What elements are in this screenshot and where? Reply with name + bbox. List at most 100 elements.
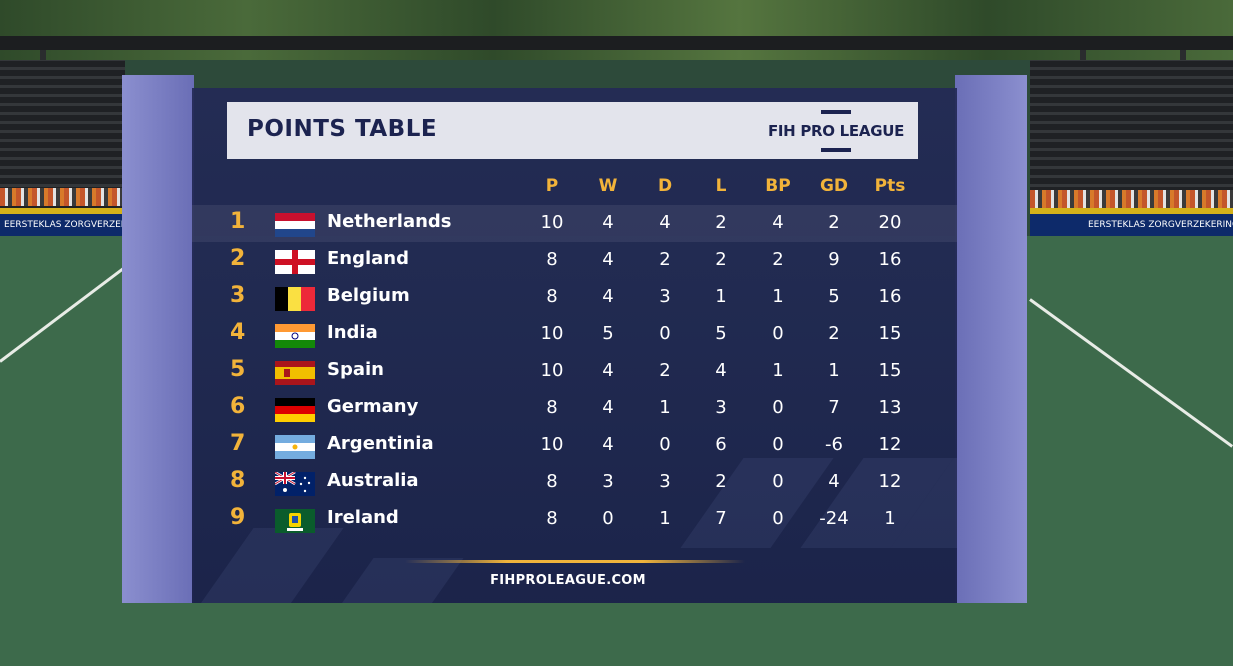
table-row: 1 Netherlands 10 4 4 2 4 2 20 [192, 205, 957, 242]
stat-won: 4 [602, 286, 614, 307]
stat-lost: 5 [715, 323, 727, 344]
team-name: Argentinia [327, 433, 434, 454]
stat-bonus-points: 1 [772, 286, 784, 307]
stat-played: 8 [546, 508, 558, 529]
team-name: Belgium [327, 285, 410, 306]
stat-won: 4 [602, 212, 614, 233]
rank-number: 6 [230, 394, 246, 419]
rank-number: 7 [230, 431, 246, 456]
points-table-panel [192, 88, 957, 603]
tree-line [0, 0, 1233, 60]
stat-won: 4 [602, 360, 614, 381]
ad-strip-right [1030, 208, 1233, 214]
crowd-left [0, 188, 125, 206]
team-name: Australia [327, 470, 419, 491]
table-row: 8 Australia 8 3 3 2 0 4 12 [192, 464, 957, 501]
stat-drawn: 1 [659, 508, 671, 529]
stat-lost: 3 [715, 397, 727, 418]
column-header-played: P [545, 176, 559, 196]
stat-points: 15 [878, 323, 902, 344]
column-header-points: Pts [874, 176, 906, 196]
stat-lost: 2 [715, 212, 727, 233]
stat-drawn: 4 [659, 212, 671, 233]
column-header-drawn: D [657, 176, 673, 196]
india-flag-icon [275, 324, 315, 348]
stat-lost: 7 [715, 508, 727, 529]
logo-bar-top [821, 110, 851, 114]
stat-drawn: 3 [659, 471, 671, 492]
stat-bonus-points: 1 [772, 360, 784, 381]
stat-points: 16 [878, 249, 902, 270]
stat-won: 3 [602, 471, 614, 492]
argentina-flag-icon [275, 435, 315, 459]
footer-divider [405, 560, 745, 563]
footer-url: FIHPROLEAGUE.COM [490, 573, 646, 588]
germany-flag-icon [275, 398, 315, 422]
rank-number: 3 [230, 283, 246, 308]
ad-board-right: EERSTEKLAS ZORGVERZEKERING [1030, 214, 1233, 236]
stat-lost: 4 [715, 360, 727, 381]
table-row: 4 India 10 5 0 5 0 2 15 [192, 316, 957, 353]
australia-flag-icon [275, 472, 315, 496]
table-row: 2 England 8 4 2 2 2 9 16 [192, 242, 957, 279]
rank-number: 5 [230, 357, 246, 382]
stat-won: 5 [602, 323, 614, 344]
stat-drawn: 2 [659, 360, 671, 381]
logo-bar-bottom [821, 148, 851, 152]
stat-drawn: 3 [659, 286, 671, 307]
stat-points: 1 [884, 508, 896, 529]
team-name: Germany [327, 396, 419, 417]
stat-drawn: 1 [659, 397, 671, 418]
column-header-won: W [598, 176, 618, 196]
team-name: Ireland [327, 507, 399, 528]
rank-number: 2 [230, 246, 246, 271]
stat-goal-difference: 4 [828, 471, 840, 492]
netherlands-flag-icon [275, 213, 315, 237]
crowd-right [1030, 190, 1233, 208]
stat-bonus-points: 0 [772, 397, 784, 418]
stat-played: 10 [540, 212, 564, 233]
stat-goal-difference: -6 [825, 434, 843, 455]
stand-roof [0, 36, 1233, 50]
page-title: POINTS TABLE [247, 116, 438, 142]
table-row: 9 Ireland 8 0 1 7 0 -24 1 [192, 501, 957, 538]
stat-goal-difference: -24 [819, 508, 849, 529]
stat-played: 10 [540, 434, 564, 455]
stat-lost: 1 [715, 286, 727, 307]
rank-number: 8 [230, 468, 246, 493]
stat-lost: 6 [715, 434, 727, 455]
stat-won: 4 [602, 434, 614, 455]
table-row: 7 Argentinia 10 4 0 6 0 -6 12 [192, 427, 957, 464]
stat-points: 20 [878, 212, 902, 233]
stat-bonus-points: 2 [772, 249, 784, 270]
stat-points: 13 [878, 397, 902, 418]
ad-strip-left [0, 208, 125, 214]
table-row: 6 Germany 8 4 1 3 0 7 13 [192, 390, 957, 427]
column-header-goal-difference: GD [819, 176, 849, 196]
stat-played: 8 [546, 471, 558, 492]
stat-goal-difference: 1 [828, 360, 840, 381]
stat-lost: 2 [715, 471, 727, 492]
ad-board-left: EERSTEKLAS ZORGVERZEKERING [0, 214, 125, 236]
stat-drawn: 2 [659, 249, 671, 270]
stat-goal-difference: 2 [828, 212, 840, 233]
logo-text: FIH PRO LEAGUE [767, 122, 905, 140]
column-header-bonus-points: BP [765, 176, 791, 196]
stat-points: 15 [878, 360, 902, 381]
stat-points: 16 [878, 286, 902, 307]
stat-played: 8 [546, 397, 558, 418]
team-name: England [327, 248, 410, 269]
ireland-flag-icon [275, 509, 315, 533]
team-name: India [327, 322, 378, 343]
belgium-flag-icon [275, 287, 315, 311]
table-row: 5 Spain 10 4 2 4 1 1 15 [192, 353, 957, 390]
stat-bonus-points: 0 [772, 434, 784, 455]
panel-frame-right [955, 75, 1027, 603]
stat-bonus-points: 0 [772, 471, 784, 492]
stat-played: 8 [546, 286, 558, 307]
rank-number: 1 [230, 209, 246, 234]
decor-shape [192, 528, 344, 603]
stat-drawn: 0 [659, 434, 671, 455]
stat-won: 0 [602, 508, 614, 529]
stat-bonus-points: 0 [772, 508, 784, 529]
